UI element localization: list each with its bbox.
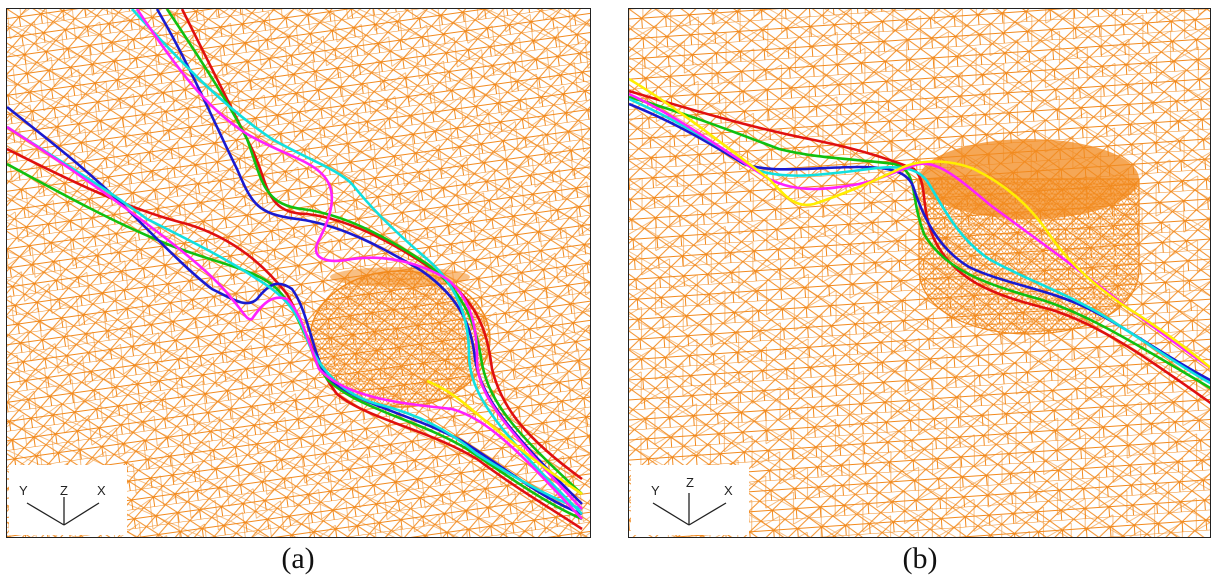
panel-a-axes-triad: Y Z X: [9, 465, 127, 535]
panel-b-streamline-yellow: [629, 77, 1210, 370]
panel-b-streamlines: [629, 77, 1210, 405]
panel-a-mesh-overlay: [7, 9, 590, 537]
panel-a-axis-y-label: Y: [19, 483, 28, 498]
panel-b-axis-z-label: Z: [686, 475, 694, 490]
panel-b-axis-y-label: Y: [651, 483, 660, 498]
panel-b-obstacle-body: [918, 178, 1140, 335]
panel-a-plot: [7, 9, 590, 537]
panel-b-axes-triad: Y Z X: [631, 465, 749, 535]
panel-a-streamline-yellow: [426, 379, 583, 496]
panel-b-caption: (b): [902, 542, 938, 575]
panel-b-plot: [629, 9, 1210, 537]
panel-b: Y Z X: [628, 8, 1211, 538]
panel-a-caption: (a): [281, 542, 315, 575]
panel-a-axis-x-label: X: [97, 483, 106, 498]
panel-a-streamline-magenta: [7, 9, 583, 520]
panel-b-obstacle-top: [919, 139, 1139, 219]
panel-a: Y Z X: [6, 8, 591, 538]
panel-b-streamline-green: [629, 95, 1210, 390]
panel-a-axis-z-label: Z: [60, 483, 68, 498]
panel-b-axis-x-label: X: [724, 483, 733, 498]
panel-b-streamline-red: [629, 89, 1210, 405]
panel-a-streamlines: [7, 9, 583, 531]
